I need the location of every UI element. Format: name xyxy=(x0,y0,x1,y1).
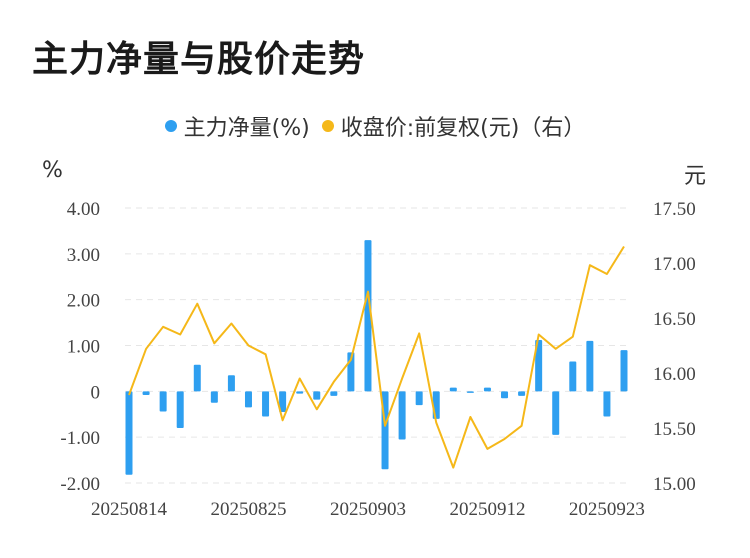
left-tick-label: 4.00 xyxy=(67,199,100,220)
bar xyxy=(552,391,560,435)
right-tick-label: 16.00 xyxy=(653,364,696,385)
x-tick-label: 20250814 xyxy=(91,499,168,520)
bar xyxy=(244,391,252,408)
left-tick-label: 3.00 xyxy=(67,245,100,266)
x-tick-label: 20250825 xyxy=(210,499,286,520)
left-tick-label: -2.00 xyxy=(60,474,100,495)
bar xyxy=(535,340,543,392)
chart-legend: 主力净量(%) 收盘价:前复权(元)（右） xyxy=(0,110,750,142)
bar xyxy=(603,391,611,417)
bar xyxy=(415,391,423,406)
bar xyxy=(262,391,270,417)
bar xyxy=(227,375,235,392)
bar xyxy=(483,387,491,392)
legend-marker-line xyxy=(321,120,334,132)
right-tick-label: 15.50 xyxy=(653,419,696,440)
legend-marker-bar xyxy=(164,120,177,132)
right-tick-label: 15.00 xyxy=(653,474,696,495)
legend-label-close-price: 收盘价:前复权(元)（右） xyxy=(340,116,586,141)
x-tick-label: 20250923 xyxy=(569,499,645,520)
bar xyxy=(620,350,628,392)
bar xyxy=(364,240,372,392)
left-tick-label: 1.00 xyxy=(67,337,100,358)
legend-label-net-flow: 主力净量(%) xyxy=(183,116,310,141)
bar xyxy=(501,391,509,399)
bar xyxy=(125,391,133,475)
bar xyxy=(279,391,287,412)
left-tick-label: -1.00 xyxy=(60,428,100,449)
right-axis-unit: 元 xyxy=(684,164,707,189)
chart-title: 主力净量与股价走势 xyxy=(32,39,366,80)
right-tick-label: 16.50 xyxy=(653,309,696,330)
bar xyxy=(296,391,304,394)
bar xyxy=(193,364,201,392)
bar xyxy=(518,391,526,396)
bar xyxy=(398,391,406,440)
bar xyxy=(586,340,594,392)
bar xyxy=(159,391,167,412)
left-tick-label: 0 xyxy=(91,382,101,403)
price-line xyxy=(128,245,625,469)
bar xyxy=(569,361,577,392)
bar xyxy=(466,391,474,393)
x-tick-label: 20250903 xyxy=(330,499,406,520)
x-tick-label: 20250912 xyxy=(449,499,525,520)
left-tick-label: 2.00 xyxy=(67,291,100,312)
bar xyxy=(313,391,321,400)
bar xyxy=(176,391,184,428)
bar xyxy=(330,391,338,396)
bar xyxy=(449,387,457,392)
legend-item-net-flow[interactable]: 主力净量(%) xyxy=(164,110,310,142)
bar xyxy=(142,391,150,395)
right-tick-label: 17.50 xyxy=(653,199,696,220)
bar xyxy=(210,391,218,403)
right-tick-label: 17.00 xyxy=(653,254,696,275)
legend-item-close-price[interactable]: 收盘价:前复权(元)（右） xyxy=(321,110,586,142)
left-axis-unit: % xyxy=(42,158,63,183)
